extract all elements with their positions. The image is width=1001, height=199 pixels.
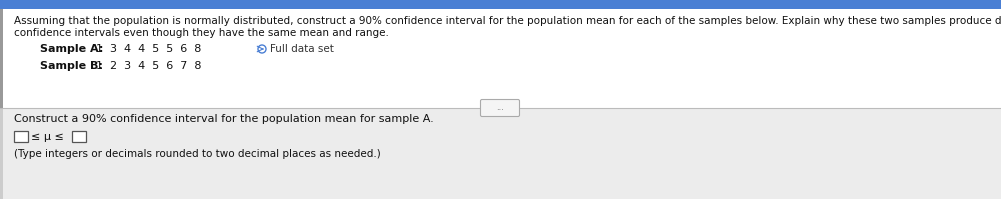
Text: ≤ μ ≤: ≤ μ ≤ (31, 132, 64, 141)
Bar (72, 131, 86, 142)
FancyBboxPatch shape (480, 100, 520, 116)
Bar (0, 0, 1001, 9)
Text: Construct a 90% confidence interval for the population mean for sample A.: Construct a 90% confidence interval for … (14, 114, 433, 124)
Bar (0, 108, 1001, 199)
Bar (14, 131, 28, 142)
Bar (0, 9, 3, 108)
Text: 1  3  4  4  5  5  6  8: 1 3 4 4 5 5 6 8 (96, 44, 201, 54)
Text: Sample A:: Sample A: (40, 44, 103, 54)
Text: 1  2  3  4  5  6  7  8: 1 2 3 4 5 6 7 8 (96, 61, 201, 71)
Bar (0, 108, 3, 199)
Text: Assuming that the population is normally distributed, construct a 90% confidence: Assuming that the population is normally… (14, 16, 1001, 26)
Text: (Type integers or decimals rounded to two decimal places as needed.): (Type integers or decimals rounded to tw… (14, 149, 380, 159)
Text: confidence intervals even though they have the same mean and range.: confidence intervals even though they ha… (14, 28, 388, 38)
Text: Full data set: Full data set (270, 44, 334, 54)
Text: Sample B:: Sample B: (40, 61, 103, 71)
Bar (0, 0, 1001, 108)
Text: ...: ... (496, 103, 504, 112)
